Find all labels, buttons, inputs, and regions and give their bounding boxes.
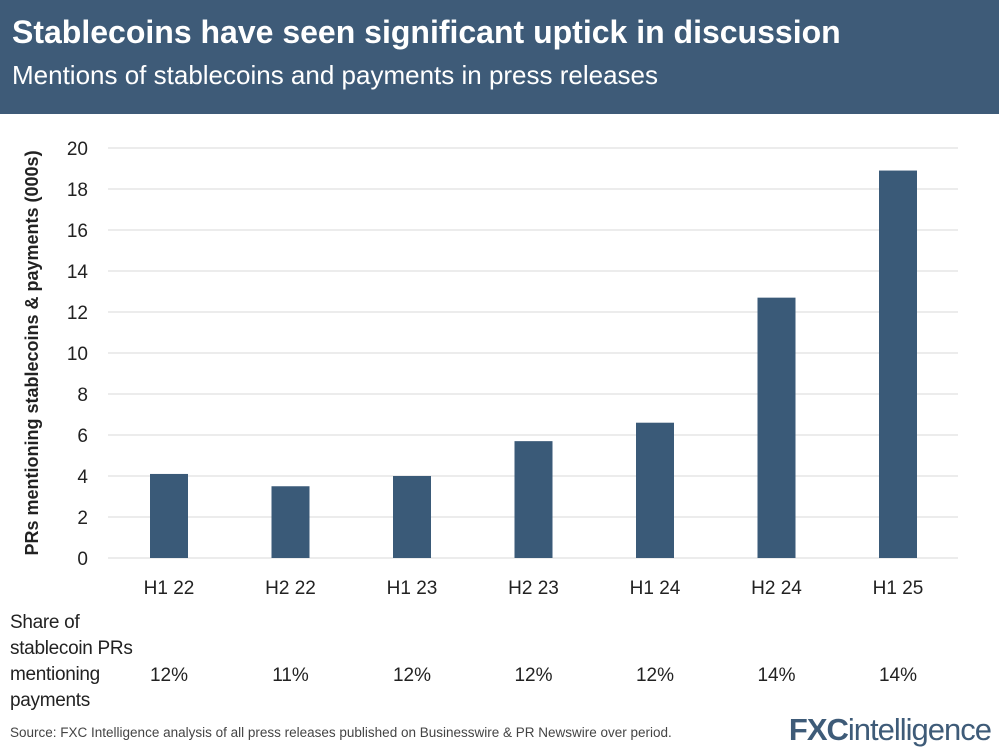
fxc-intelligence-logo: FXCintelligence [788, 712, 992, 747]
y-tick-label: 16 [67, 221, 88, 242]
share-value: 12% [514, 665, 553, 686]
share-value: 12% [392, 665, 432, 686]
bar [271, 486, 310, 558]
chart-subtitle: Mentions of stablecoins and payments in … [12, 60, 659, 90]
x-tick-label: H1 23 [387, 578, 438, 599]
header: Stablecoins have seen significant uptick… [0, 0, 999, 114]
share-label: Share of stablecoin PRs mentioning payme… [10, 612, 133, 711]
share-value: 11% [272, 665, 309, 686]
y-tick-label: 12 [67, 303, 88, 324]
y-tick-label: 4 [77, 467, 88, 488]
y-tick-label: 14 [67, 262, 89, 283]
x-tick-label: H1 24 [630, 578, 681, 599]
bar [636, 422, 674, 558]
y-tick-label: 2 [77, 508, 88, 529]
source-note: Source: FXC Intelligence analysis of all… [10, 725, 672, 740]
chart-title: Stablecoins have seen significant uptick… [12, 14, 841, 50]
y-axis-label: PRs mentioning stablecoins & payments (0… [22, 150, 42, 555]
y-tick-label: 0 [77, 549, 88, 570]
bar [150, 473, 188, 558]
bar [879, 170, 917, 559]
y-tick-label: 18 [67, 180, 88, 201]
y-tick-label: 10 [67, 344, 88, 365]
y-tick-label: 8 [77, 385, 88, 406]
share-value: 14% [878, 665, 918, 686]
bar [757, 297, 796, 558]
bar [393, 476, 431, 558]
x-tick-label: H1 22 [144, 578, 195, 599]
share-value: 12% [149, 665, 189, 686]
share-value: 12% [635, 665, 675, 686]
bar [514, 441, 553, 558]
x-tick-label: H2 24 [751, 578, 802, 599]
x-tick-label: H1 25 [873, 578, 924, 599]
x-tick-label: H2 23 [508, 578, 559, 599]
y-tick-label: 6 [77, 426, 88, 447]
x-tick-label: H2 22 [265, 578, 316, 599]
y-tick-label: 20 [67, 139, 88, 160]
share-value: 14% [757, 665, 796, 686]
